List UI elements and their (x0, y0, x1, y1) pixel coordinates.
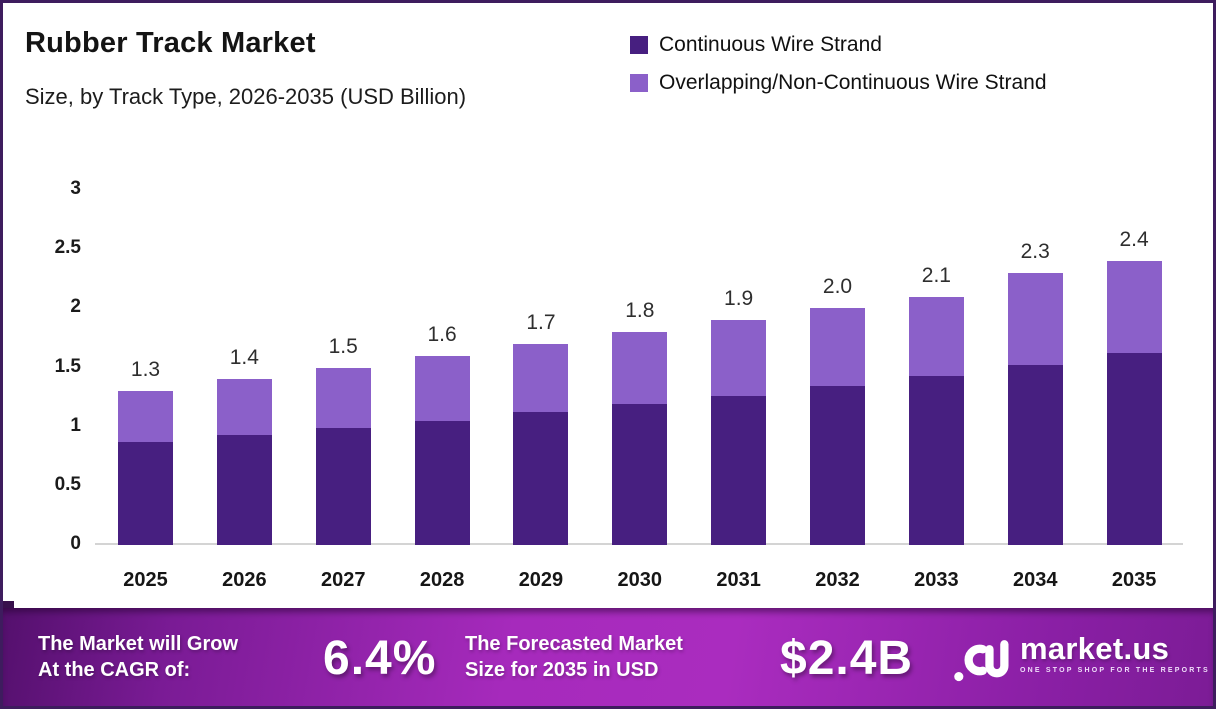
bar-segment-overlapping-2031 (711, 320, 767, 396)
logo-tagline: ONE STOP SHOP FOR THE REPORTS (1020, 667, 1210, 674)
x-axis-label-2034: 2034 (1012, 569, 1058, 591)
x-axis-label-2035: 2035 (1111, 569, 1157, 591)
bar-segment-overlapping-2034 (1007, 272, 1063, 366)
y-axis-tick-label: 2.5 (54, 237, 81, 259)
y-axis-tick-label: 0.5 (54, 473, 81, 495)
x-axis-label-2027: 2027 (320, 569, 366, 591)
y-axis-tick-label: 0 (70, 533, 81, 554)
bar-total-label-2032: 2.0 (822, 275, 853, 299)
forecast-caption-line1: The Forecasted Market (465, 633, 683, 655)
cagr-caption: The Market will Grow At the CAGR of: (38, 631, 238, 683)
bar-segment-overlapping-2032 (810, 308, 866, 387)
logo-wordmark: market.us (1020, 631, 1170, 666)
bar-segment-continuous-2030 (612, 404, 668, 545)
bar-total-label-2026: 1.4 (229, 346, 259, 370)
page-title: Rubber Track Market (25, 27, 316, 59)
bar-total-label-2027: 1.5 (328, 334, 358, 358)
bar-segment-overlapping-2027 (315, 367, 371, 428)
legend-item-continuous: Continuous Wire Strand (630, 33, 1047, 57)
cagr-caption-line2: At the CAGR of: (38, 659, 191, 681)
x-axis-label-2031: 2031 (716, 569, 761, 591)
y-axis-tick-label: 1.5 (54, 355, 81, 377)
x-axis-label-2026: 2026 (222, 569, 267, 591)
bar-segment-overlapping-2026 (216, 379, 272, 435)
bar-total-label-2034: 2.3 (1020, 239, 1050, 263)
bar-segment-continuous-2032 (810, 386, 866, 545)
y-axis-tick-label: 1 (70, 414, 81, 436)
bar-segment-continuous-2033 (908, 375, 964, 545)
legend-label-continuous: Continuous Wire Strand (659, 33, 882, 56)
bar-segment-overlapping-2025 (118, 391, 173, 443)
bar-segment-overlapping-2028 (414, 355, 470, 421)
y-axis-tick-label: 3 (70, 178, 81, 199)
x-axis-label-2030: 2030 (617, 569, 663, 591)
bar-total-label-2025: 1.3 (130, 358, 161, 382)
page-subtitle: Size, by Track Type, 2026-2035 (USD Bill… (25, 84, 467, 109)
x-axis-label-2029: 2029 (518, 569, 564, 591)
bar-segment-continuous-2029 (513, 412, 569, 545)
legend-item-overlapping: Overlapping/Non-Continuous Wire Strand (630, 71, 1047, 95)
bar-segment-continuous-2035 (1106, 353, 1162, 545)
bar-segment-overlapping-2030 (612, 332, 668, 405)
legend-label-overlapping: Overlapping/Non-Continuous Wire Strand (659, 71, 1047, 94)
bar-total-label-2031: 1.9 (724, 287, 754, 311)
forecast-value: $2.4B (780, 632, 914, 685)
forecast-caption-line2: Size for 2035 in USD (465, 659, 659, 681)
x-axis-label-2025: 2025 (123, 569, 168, 591)
bar-segment-continuous-2028 (414, 420, 470, 545)
bar-segment-continuous-2025 (118, 442, 173, 545)
bar-segment-overlapping-2035 (1106, 261, 1162, 354)
logo-text-block: market.us ONE STOP SHOP FOR THE REPORTS (1020, 633, 1210, 674)
footer-banner: The Market will Grow At the CAGR of: 6.4… (3, 608, 1213, 706)
bar-segment-overlapping-2033 (908, 296, 964, 376)
bar-total-label-2029: 1.7 (526, 310, 556, 334)
cagr-value: 6.4% (323, 632, 437, 685)
y-axis-tick-label: 2 (70, 296, 81, 318)
legend: Continuous Wire Strand Overlapping/Non-C… (630, 33, 1047, 95)
bar-total-label-2033: 2.1 (921, 263, 951, 287)
bar-segment-continuous-2026 (216, 434, 272, 545)
marketus-logo-icon (954, 640, 1009, 682)
bar-segment-continuous-2027 (315, 427, 371, 545)
bar-segment-continuous-2031 (711, 395, 767, 545)
cagr-caption-line1: The Market will Grow (38, 633, 239, 655)
x-axis-label-2033: 2033 (914, 569, 959, 591)
legend-swatch-continuous-icon (630, 36, 648, 54)
x-axis-label-2032: 2032 (815, 569, 860, 591)
stacked-bar-chart: 0 0.5 1 1.5 2 2.5 3 1.3 2025 1.4 2026 1.5 2027 1.6 202… (3, 3, 1213, 706)
bar-segment-overlapping-2029 (513, 343, 569, 413)
legend-swatch-overlapping-icon (630, 74, 648, 92)
forecast-caption: The Forecasted Market Size for 2035 in U… (465, 631, 683, 683)
bar-total-label-2035: 2.4 (1119, 228, 1149, 251)
bar-segment-continuous-2034 (1007, 365, 1063, 545)
bar-total-label-2028: 1.6 (427, 322, 457, 346)
bar-total-label-2030: 1.8 (625, 299, 655, 322)
marketus-logo: market.us ONE STOP SHOP FOR THE REPORTS (953, 633, 1210, 685)
x-axis-label-2028: 2028 (419, 569, 465, 591)
